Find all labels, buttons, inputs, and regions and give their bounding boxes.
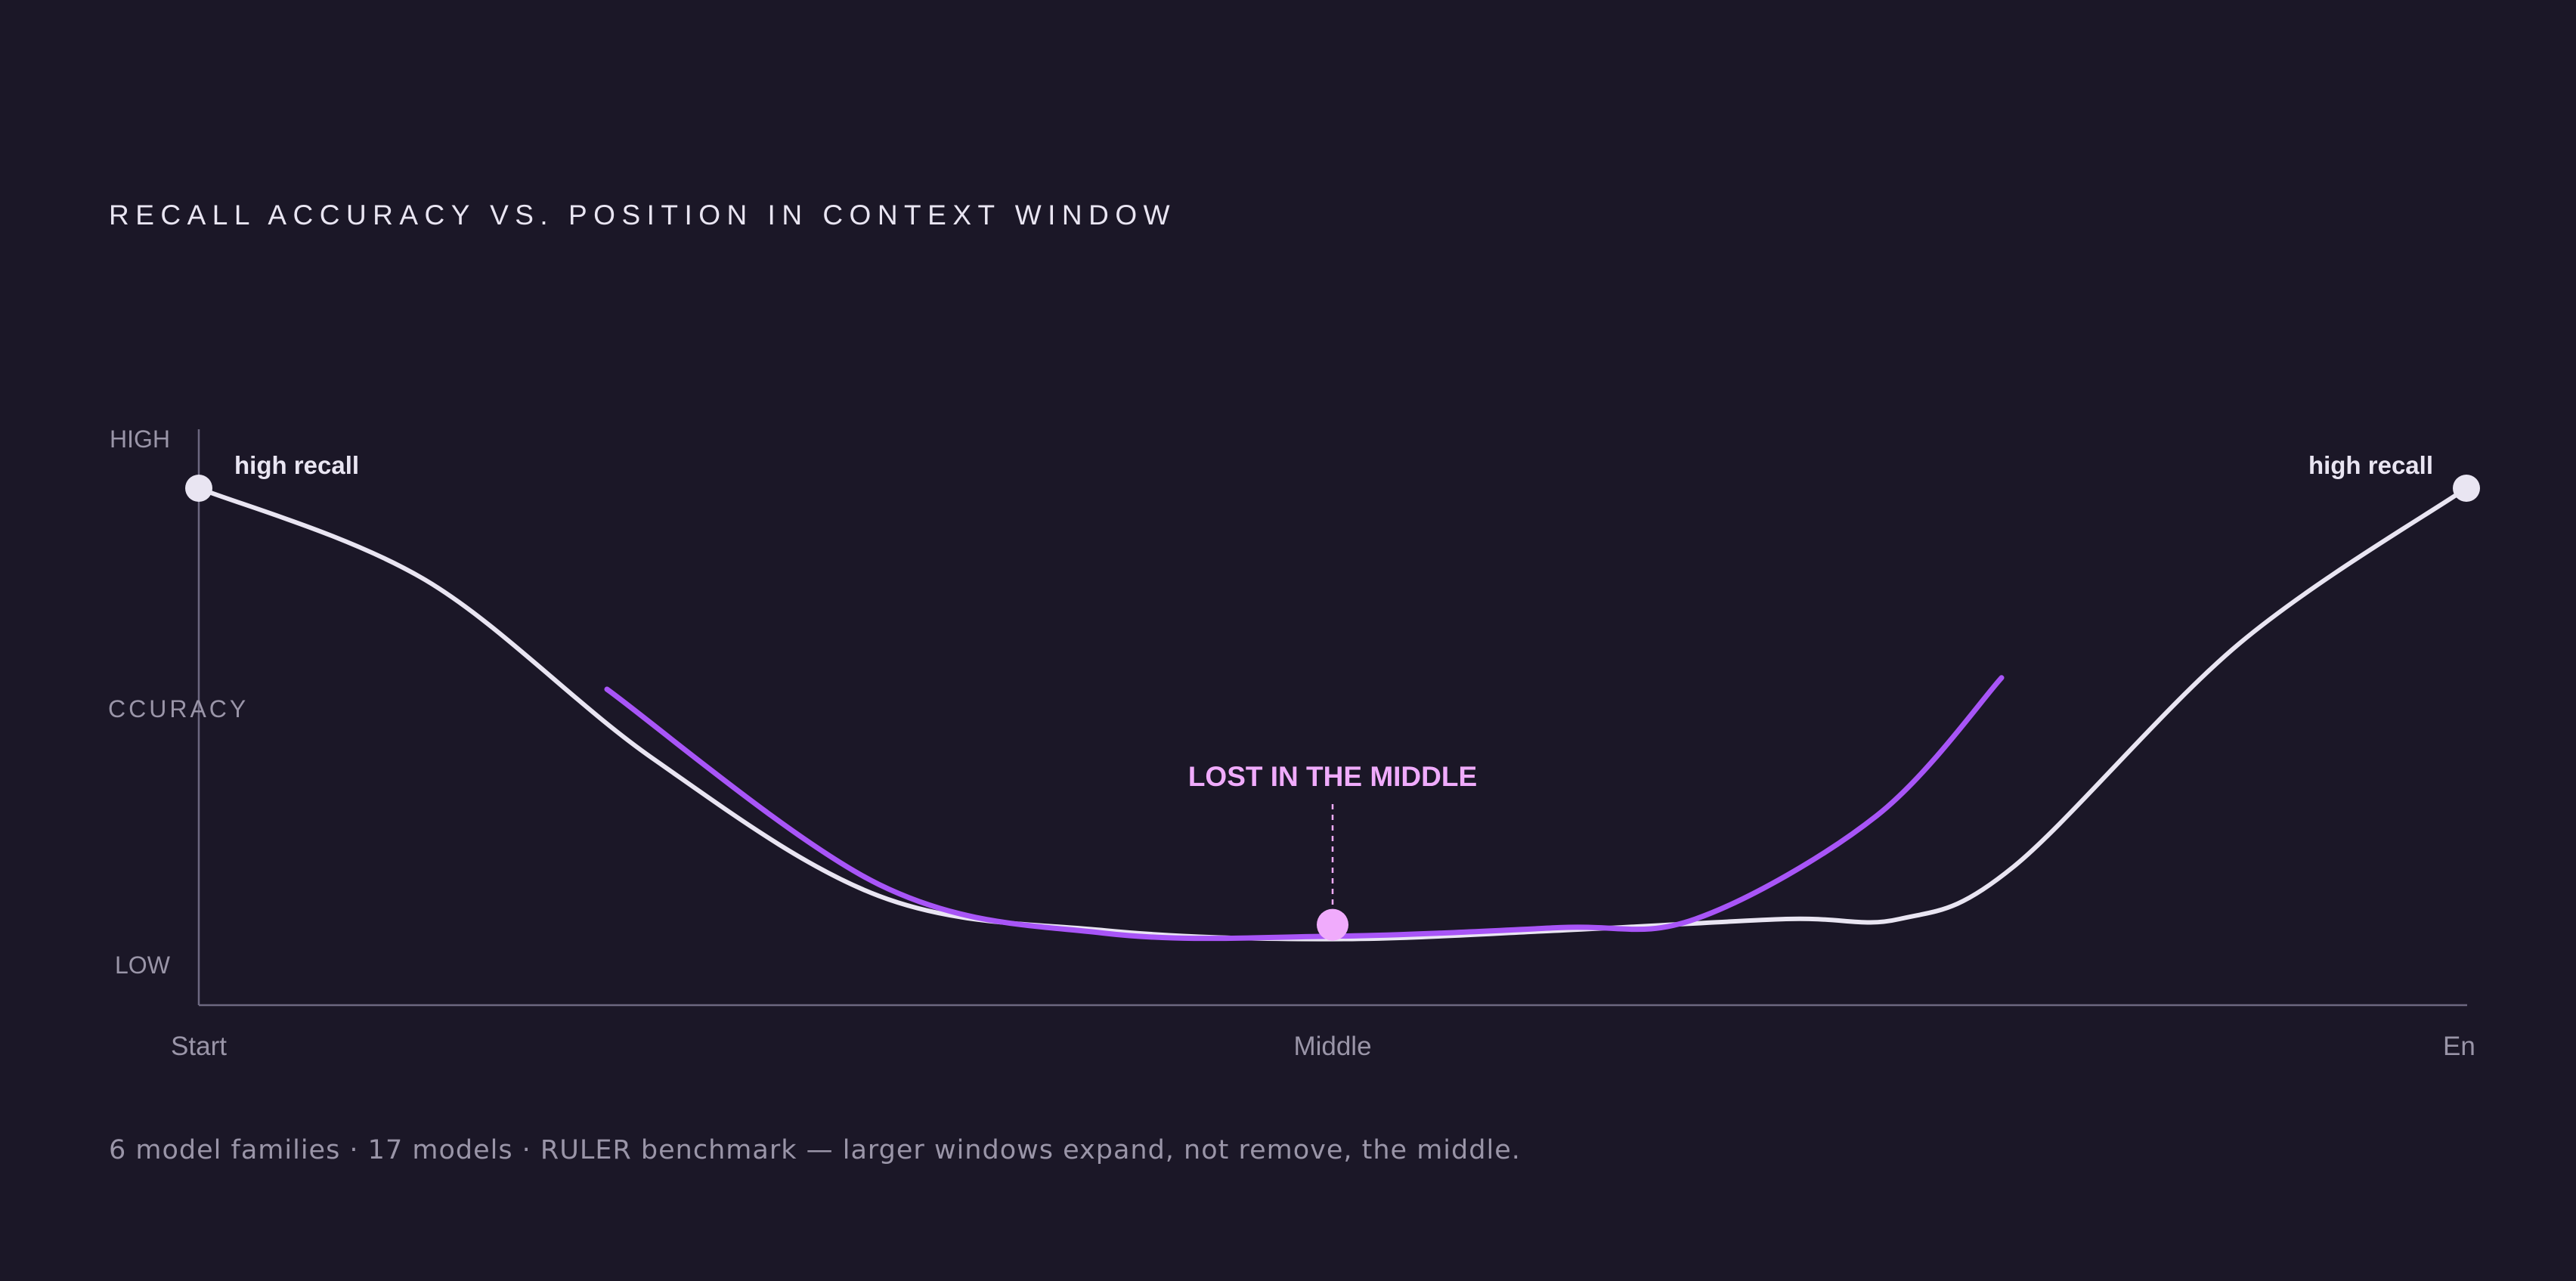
lost-in-middle-marker [1317,908,1348,941]
baseline-recall-line [197,486,2469,942]
y-axis-label: CCURACY [108,695,249,722]
y-tick-low: LOW [115,951,171,979]
chart-title: RECALL ACCURACY VS. POSITION IN CONTEXT … [109,200,1177,231]
end-high-recall-label: high recall [2308,451,2433,479]
lost-in-middle-label: LOST IN THE MIDDLE [1188,761,1477,792]
marker-layer: high recall high recall LOST IN THE MIDDLE [185,451,2480,941]
series-layer [197,486,2469,942]
end-point-marker [2453,475,2480,502]
start-high-recall-label: high recall [234,451,359,479]
chart-footnote: 6 model families · 17 models · RULER ben… [109,1135,1521,1165]
y-tick-high: HIGH [110,425,170,453]
start-point-marker [185,475,212,502]
x-tick-middle: Middle [1293,1032,1371,1061]
x-tick-start: Start [171,1032,227,1061]
x-tick-end: En [2443,1032,2475,1061]
highlight-recall-line [604,675,2005,942]
axes [197,429,2467,1007]
